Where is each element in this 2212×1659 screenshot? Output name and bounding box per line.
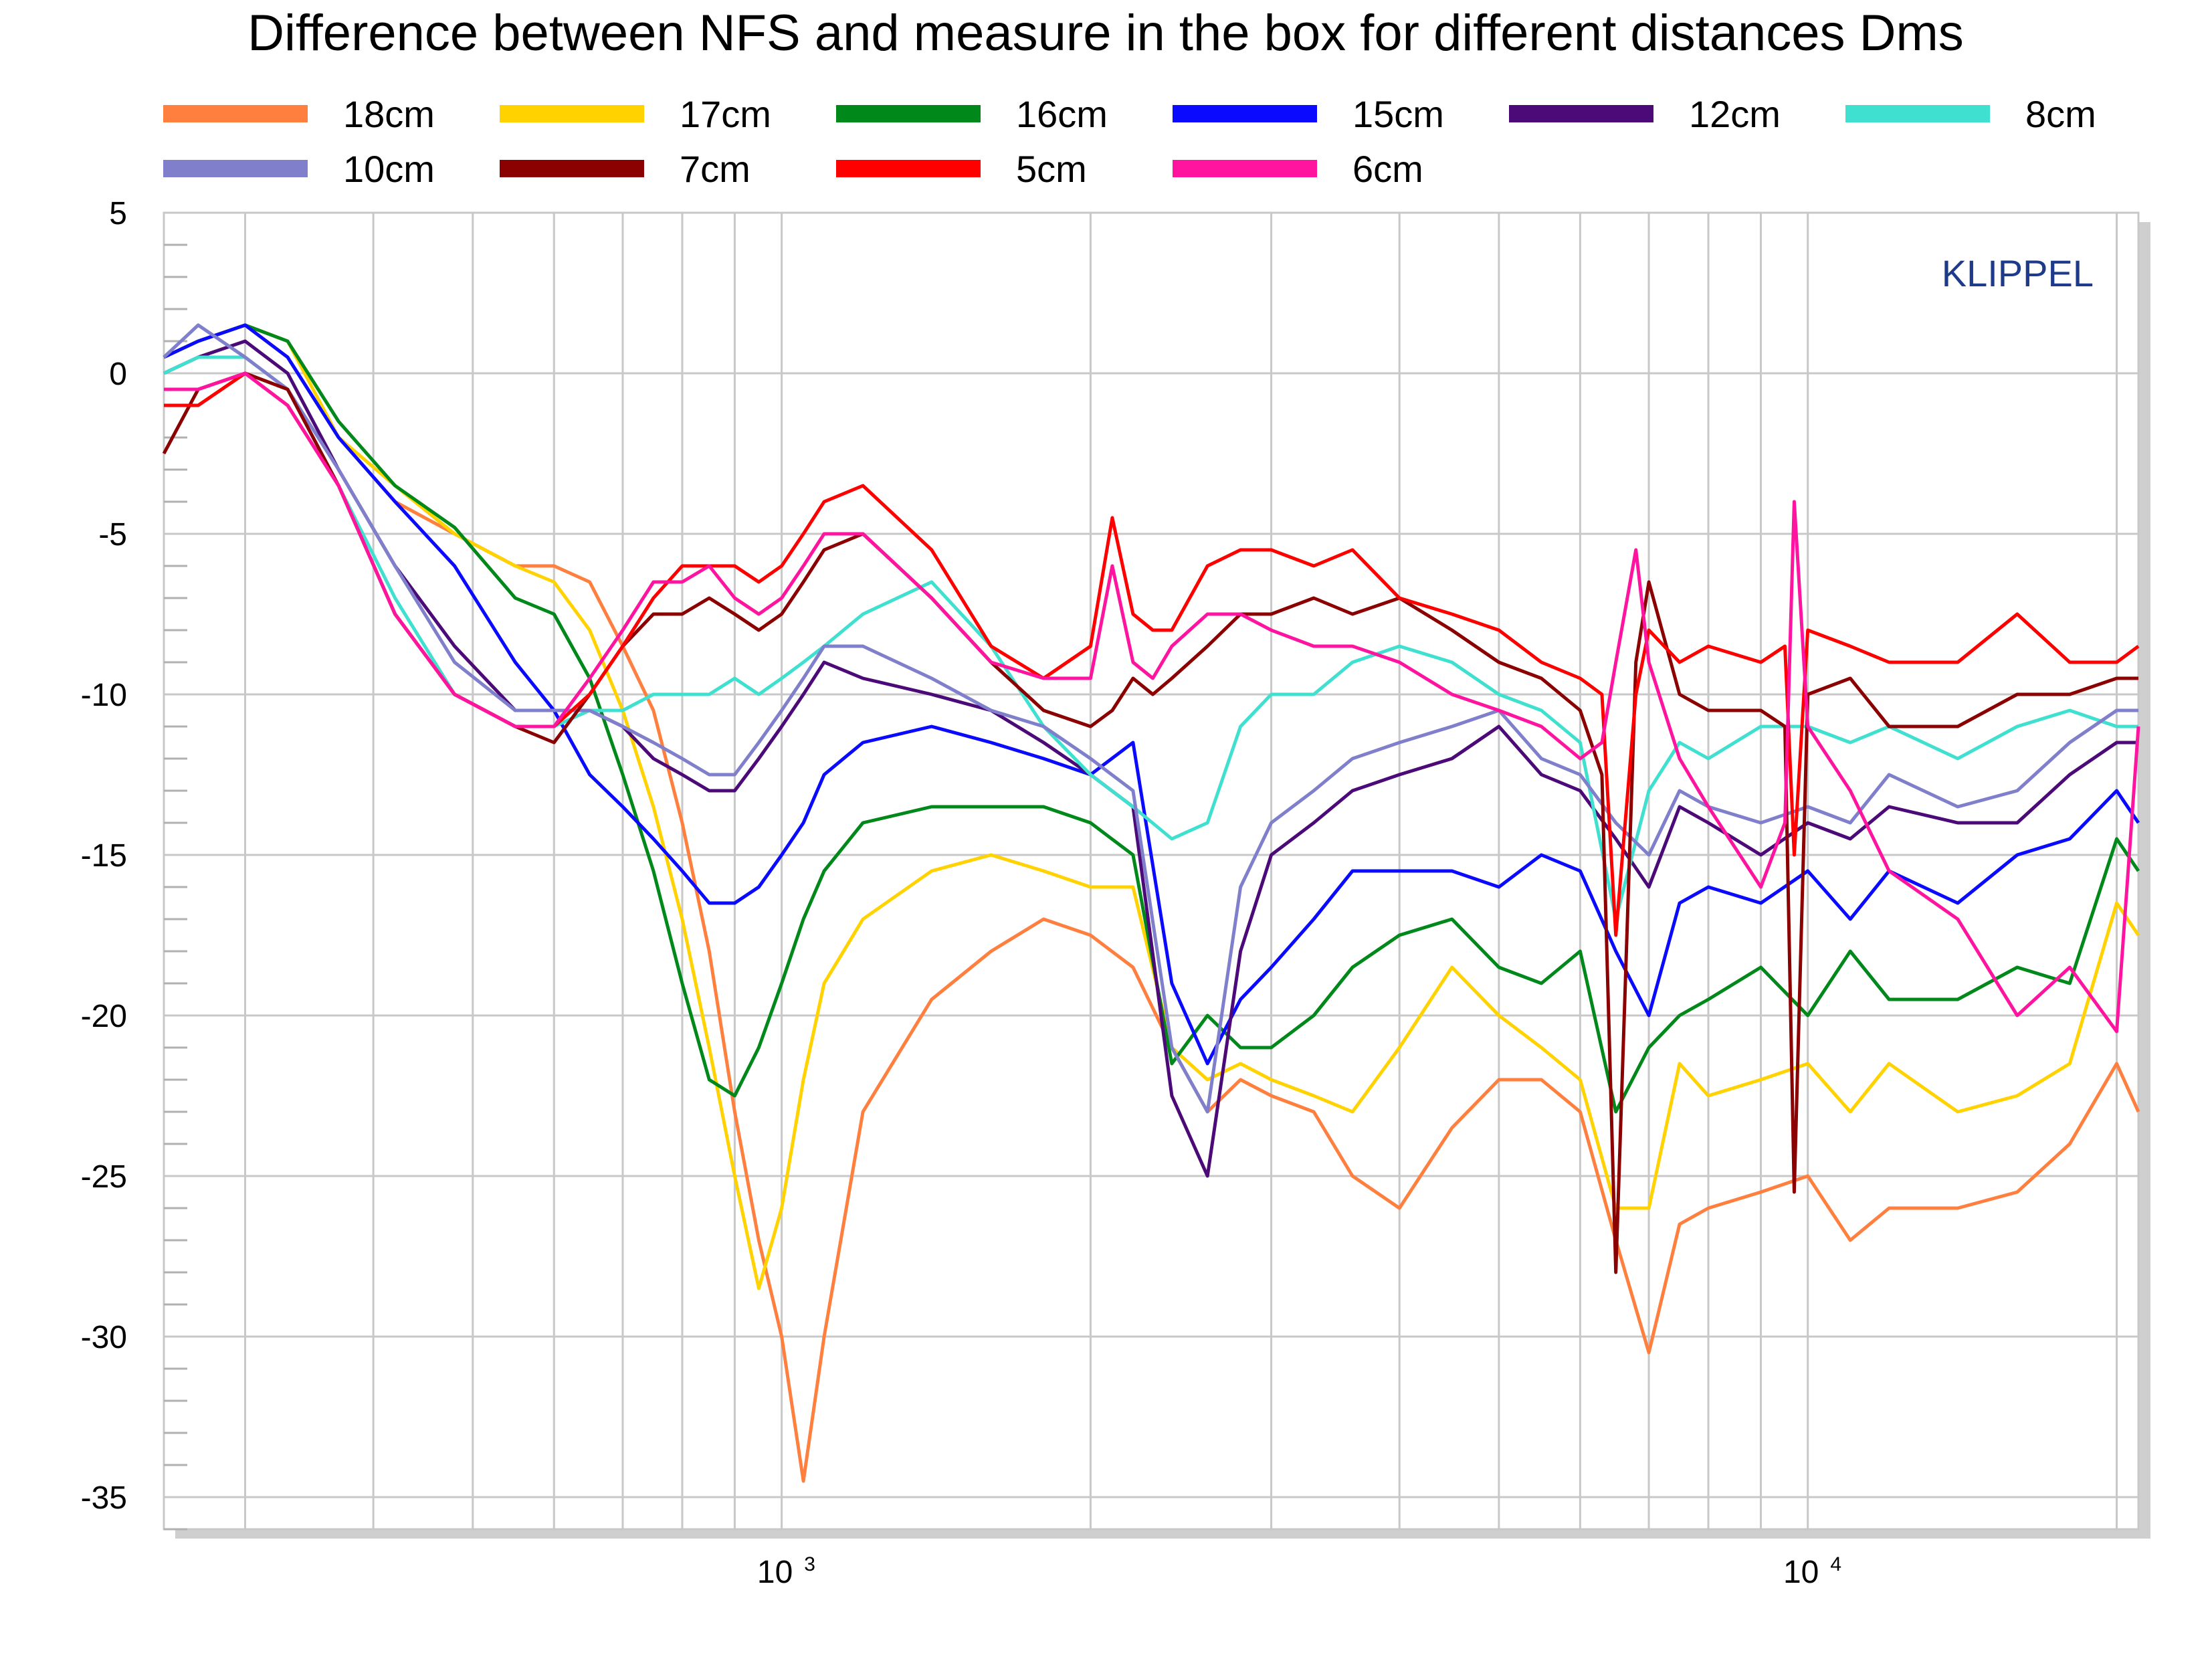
y-tick-label: -15 [81,838,127,874]
y-tick-label: 0 [109,357,127,392]
legend-label: 6cm [1352,148,1423,190]
legend-label: 16cm [1016,93,1108,135]
y-tick-label: -20 [81,999,127,1034]
watermark-text: KLIPPEL [1942,252,2094,294]
y-tick-label: -5 [98,517,127,553]
x-tick-exponent: 4 [1830,1553,1841,1575]
legend-label: 15cm [1352,93,1444,135]
x-axis: 10 3 10 4 [757,1553,1841,1590]
legend-swatch [1844,104,1991,124]
legend-swatch [162,159,309,179]
x-tick-label: 10 [1783,1555,1819,1590]
legend-label: 5cm [1016,148,1087,190]
legend: 18cm 17cm 16cm 15cm 12cm 8cm 10cm 7cm 5cm 6cm [162,93,2096,190]
legend-swatch [835,104,982,124]
legend-swatch [835,159,982,179]
chart-title: Difference between NFS and measure in th… [247,5,1964,62]
y-tick-label: -10 [81,678,127,713]
legend-swatch [1508,104,1655,124]
y-tick-label: -25 [81,1159,127,1195]
series-line-5cm [164,371,2140,937]
legend-swatch [162,104,309,124]
legend-label: 8cm [2025,93,2096,135]
legend-label: 17cm [680,93,771,135]
series-line-16cm [163,323,2140,1114]
legend-swatch [498,104,645,124]
series-line-18cm [163,323,2140,1483]
legend-label: 10cm [343,148,435,190]
legend-label: 18cm [343,93,435,135]
x-tick-label: 10 [757,1555,793,1590]
series-group [162,323,2140,1483]
y-tick-label: 5 [109,196,127,231]
plot-area [163,211,2140,1531]
y-axis: 5 0 -5 -10 -15 -20 -25 -30 -35 [81,196,187,1531]
legend-swatch [1171,104,1318,124]
y-tick-label: -35 [81,1480,127,1516]
y-tick-label: -30 [81,1320,127,1355]
legend-label: 12cm [1689,93,1781,135]
legend-swatch [498,159,645,179]
legend-label: 7cm [680,148,750,190]
x-tick-exponent: 3 [804,1553,815,1575]
series-line-10cm [163,323,2138,1114]
legend-swatch [1171,159,1318,179]
series-line-6cm [164,371,2140,1034]
series-line-17cm [163,323,2140,1290]
